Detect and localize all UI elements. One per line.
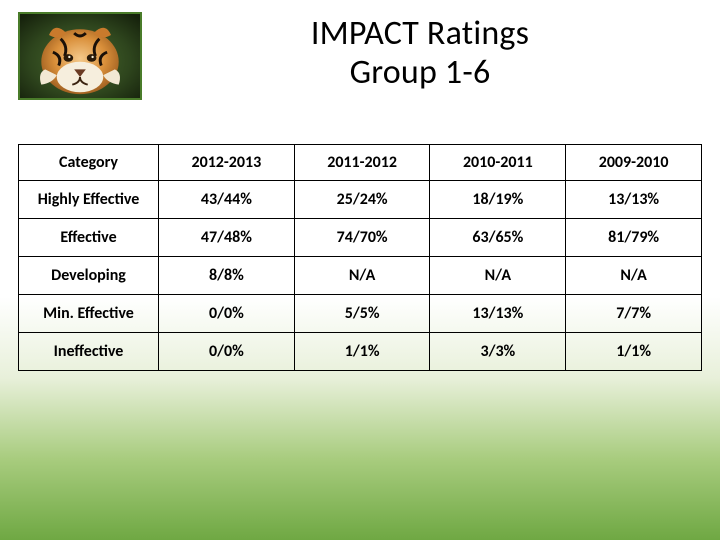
- table-row: Highly Effective 43/44% 25/24% 18/19% 13…: [19, 181, 702, 219]
- row-label: Min. Effective: [19, 295, 159, 333]
- cell: 43/44%: [159, 181, 295, 219]
- cell: 81/79%: [566, 219, 702, 257]
- table-row: Ineffective 0/0% 1/1% 3/3% 1/1%: [19, 333, 702, 371]
- cell: 8/8%: [159, 257, 295, 295]
- cell: 63/65%: [430, 219, 566, 257]
- slide: IMPACT Ratings Group 1-6 Category 2012-2…: [0, 0, 720, 540]
- col-header-2009-2010: 2009-2010: [566, 145, 702, 181]
- title-line-1: IMPACT Ratings: [160, 14, 680, 53]
- cell: 13/13%: [430, 295, 566, 333]
- tiger-image: [18, 12, 142, 100]
- cell: 18/19%: [430, 181, 566, 219]
- row-label: Developing: [19, 257, 159, 295]
- cell: 7/7%: [566, 295, 702, 333]
- cell: 5/5%: [294, 295, 430, 333]
- tiger-image-svg: [20, 14, 140, 98]
- row-label: Effective: [19, 219, 159, 257]
- table-row: Effective 47/48% 74/70% 63/65% 81/79%: [19, 219, 702, 257]
- table-header-row: Category 2012-2013 2011-2012 2010-2011 2…: [19, 145, 702, 181]
- cell: 47/48%: [159, 219, 295, 257]
- cell: 1/1%: [294, 333, 430, 371]
- slide-title: IMPACT Ratings Group 1-6: [160, 14, 680, 92]
- title-line-2: Group 1-6: [160, 53, 680, 92]
- row-label: Ineffective: [19, 333, 159, 371]
- cell: 1/1%: [566, 333, 702, 371]
- cell: 0/0%: [159, 333, 295, 371]
- cell: 3/3%: [430, 333, 566, 371]
- table-row: Developing 8/8% N/A N/A N/A: [19, 257, 702, 295]
- cell: 74/70%: [294, 219, 430, 257]
- col-header-category: Category: [19, 145, 159, 181]
- cell: 25/24%: [294, 181, 430, 219]
- cell: N/A: [566, 257, 702, 295]
- ratings-table-wrap: Category 2012-2013 2011-2012 2010-2011 2…: [18, 144, 702, 371]
- cell: N/A: [294, 257, 430, 295]
- col-header-2011-2012: 2011-2012: [294, 145, 430, 181]
- cell: 13/13%: [566, 181, 702, 219]
- cell: 0/0%: [159, 295, 295, 333]
- table-row: Min. Effective 0/0% 5/5% 13/13% 7/7%: [19, 295, 702, 333]
- col-header-2010-2011: 2010-2011: [430, 145, 566, 181]
- col-header-2012-2013: 2012-2013: [159, 145, 295, 181]
- cell: N/A: [430, 257, 566, 295]
- row-label: Highly Effective: [19, 181, 159, 219]
- ratings-table: Category 2012-2013 2011-2012 2010-2011 2…: [18, 144, 702, 371]
